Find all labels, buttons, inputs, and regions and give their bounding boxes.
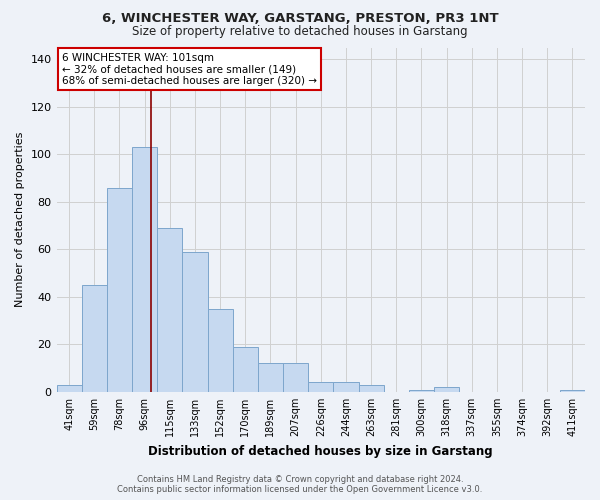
Bar	[132, 148, 157, 392]
Bar	[82, 285, 107, 392]
Bar	[208, 309, 233, 392]
Text: Size of property relative to detached houses in Garstang: Size of property relative to detached ho…	[132, 25, 468, 38]
Bar	[359, 385, 383, 392]
Bar	[283, 364, 308, 392]
Y-axis label: Number of detached properties: Number of detached properties	[15, 132, 25, 308]
Text: Contains HM Land Registry data © Crown copyright and database right 2024.
Contai: Contains HM Land Registry data © Crown c…	[118, 474, 482, 494]
Bar	[434, 387, 459, 392]
Text: 6, WINCHESTER WAY, GARSTANG, PRESTON, PR3 1NT: 6, WINCHESTER WAY, GARSTANG, PRESTON, PR…	[101, 12, 499, 26]
Bar	[182, 252, 208, 392]
Text: 6 WINCHESTER WAY: 101sqm
← 32% of detached houses are smaller (149)
68% of semi-: 6 WINCHESTER WAY: 101sqm ← 32% of detach…	[62, 52, 317, 86]
X-axis label: Distribution of detached houses by size in Garstang: Distribution of detached houses by size …	[148, 444, 493, 458]
Bar	[233, 347, 258, 392]
Bar	[107, 188, 132, 392]
Bar	[157, 228, 182, 392]
Bar	[560, 390, 585, 392]
Bar	[56, 385, 82, 392]
Bar	[308, 382, 334, 392]
Bar	[334, 382, 359, 392]
Bar	[258, 364, 283, 392]
Bar	[409, 390, 434, 392]
